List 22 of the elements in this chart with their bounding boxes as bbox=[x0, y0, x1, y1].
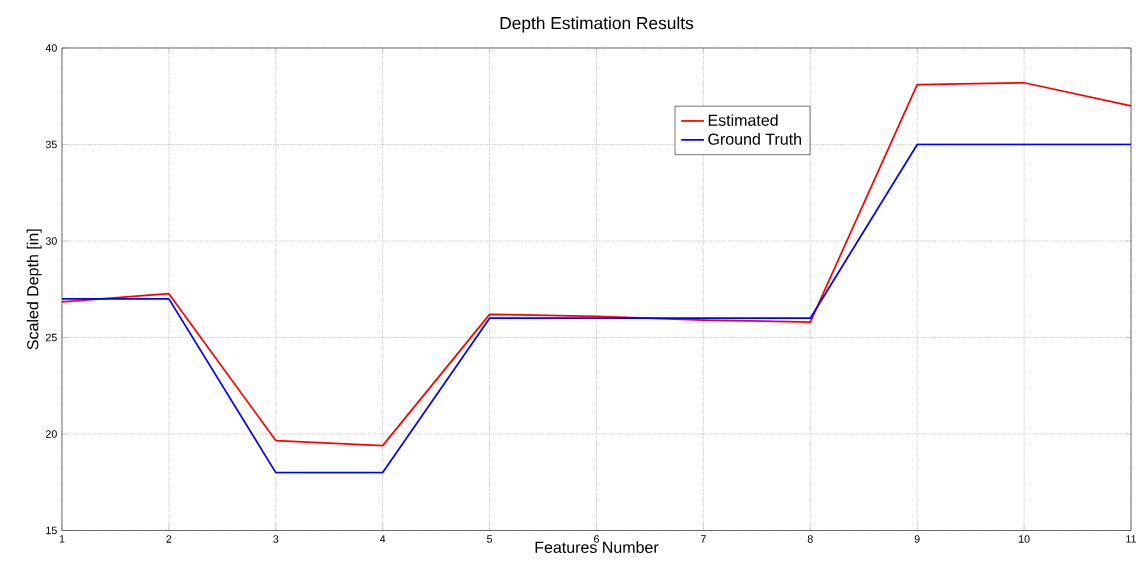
x-tick-label: 1 bbox=[59, 535, 65, 543]
y-tick-label: 30 bbox=[45, 237, 57, 246]
y-tick-label: 40 bbox=[45, 44, 57, 53]
x-tick-label: 10 bbox=[1018, 535, 1030, 544]
x-tick-label: 8 bbox=[807, 535, 813, 544]
x-tick-label: 4 bbox=[379, 535, 386, 543]
y-axis-title: Scaled Depth [in] bbox=[26, 229, 42, 350]
y-tick-label: 20 bbox=[45, 430, 57, 439]
x-tick-label: 7 bbox=[700, 535, 706, 543]
chart-title: Depth Estimation Results bbox=[500, 16, 694, 33]
x-tick-label: 9 bbox=[914, 535, 920, 544]
y-tick-label: 15 bbox=[46, 527, 57, 535]
x-tick-label: 3 bbox=[273, 535, 279, 544]
y-tick-label: 25 bbox=[45, 333, 57, 342]
x-tick-label: 6 bbox=[594, 535, 599, 544]
x-tick-label: 5 bbox=[487, 535, 493, 543]
x-tick-label: 2 bbox=[166, 535, 172, 543]
legend-label: Estimated bbox=[708, 114, 778, 127]
y-tick-label: 35 bbox=[45, 140, 57, 149]
legend-label: Ground Truth bbox=[708, 133, 801, 146]
x-tick-label: 11 bbox=[1126, 535, 1137, 543]
line-series bbox=[61, 82, 1132, 447]
